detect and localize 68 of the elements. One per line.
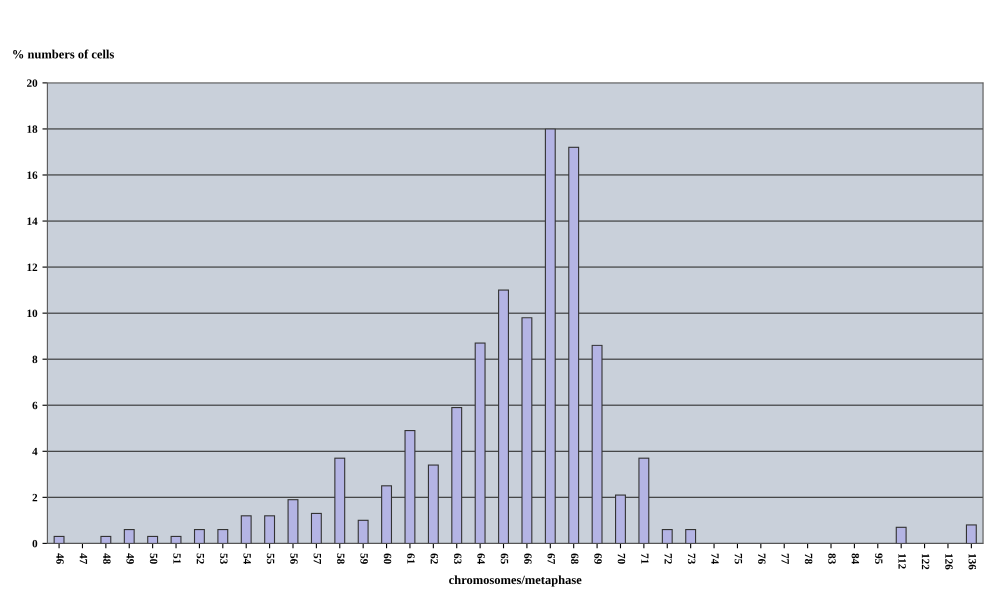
- x-tick-label: 69: [594, 553, 602, 564]
- y-tick-label: 0: [32, 540, 38, 548]
- x-tick-label: 136: [968, 554, 976, 570]
- x-tick-label: 53: [220, 554, 228, 564]
- y-tick-label: 16: [27, 171, 38, 179]
- x-tick-label: 83: [828, 553, 836, 564]
- y-tick-label: 6: [32, 402, 38, 410]
- x-tick-label: 72: [664, 554, 672, 564]
- x-tick-label: 56: [290, 554, 298, 564]
- y-tick-label: 4: [32, 448, 38, 456]
- bar: [966, 524, 977, 544]
- x-tick-label: 55: [266, 554, 274, 564]
- x-tick-label: 64: [477, 553, 485, 564]
- bar: [662, 529, 673, 544]
- bar: [264, 515, 276, 544]
- x-tick-label: 62: [430, 553, 438, 564]
- y-axis-title: % numbers of cells: [13, 50, 114, 58]
- bar: [194, 529, 205, 544]
- x-tick-label: 65: [500, 553, 508, 564]
- y-tick-label: 8: [32, 356, 38, 364]
- x-tick-label: 51: [173, 554, 181, 564]
- x-tick-label: 63: [454, 553, 462, 564]
- x-tick-label: 71: [641, 554, 649, 564]
- y-tick-label: 2: [32, 494, 38, 502]
- x-tick-label: 95: [875, 553, 882, 564]
- bar: [170, 536, 182, 544]
- x-tick-label: 70: [618, 554, 626, 564]
- x-tick-label: 78: [804, 554, 812, 564]
- x-tick-label: 74: [711, 554, 719, 564]
- x-axis-title: chromosomes/metaphase: [449, 575, 582, 587]
- bar: [240, 515, 252, 544]
- x-tick-label: 112: [898, 554, 906, 569]
- y-tick-label: 14: [27, 218, 38, 225]
- bar: [54, 536, 65, 544]
- x-tick-label: 57: [314, 554, 321, 564]
- x-tick-label: 59: [360, 554, 368, 564]
- x-tick-label: 50: [150, 554, 158, 564]
- x-tick-label: 49: [126, 553, 134, 564]
- x-tick-label: 77: [782, 554, 789, 564]
- x-tick-label: 76: [758, 554, 766, 564]
- x-tick-label: 68: [570, 553, 578, 564]
- x-tick-label: 47: [80, 553, 88, 564]
- x-tick-label: 54: [243, 554, 251, 564]
- x-tick-label: 48: [103, 553, 111, 564]
- x-tick-label: 52: [196, 554, 204, 564]
- x-tick-label: 73: [688, 554, 696, 564]
- x-tick-label: 75: [734, 554, 742, 564]
- x-tick-label: 61: [407, 553, 415, 564]
- bar: [147, 536, 158, 544]
- x-tick-label: 60: [384, 553, 392, 564]
- x-tick-label: 122: [922, 554, 930, 570]
- x-tick-label: 67: [548, 553, 555, 564]
- y-tick-label: 12: [27, 264, 38, 271]
- bar: [685, 529, 696, 544]
- bar: [896, 526, 907, 544]
- x-tick-label: 66: [524, 553, 532, 564]
- x-tick-label: 58: [336, 554, 344, 564]
- bar: [310, 512, 322, 544]
- bar: [100, 536, 112, 544]
- x-tick-label: 46: [56, 553, 64, 564]
- bar: [124, 529, 135, 544]
- y-tick-label: 10: [27, 310, 38, 318]
- bar: [358, 520, 369, 544]
- y-tick-label: 18: [27, 125, 38, 133]
- x-tick-label: 84: [852, 553, 860, 564]
- bar: [217, 529, 228, 544]
- y-tick-label: 20: [27, 79, 38, 87]
- x-tick-label: 126: [945, 554, 953, 570]
